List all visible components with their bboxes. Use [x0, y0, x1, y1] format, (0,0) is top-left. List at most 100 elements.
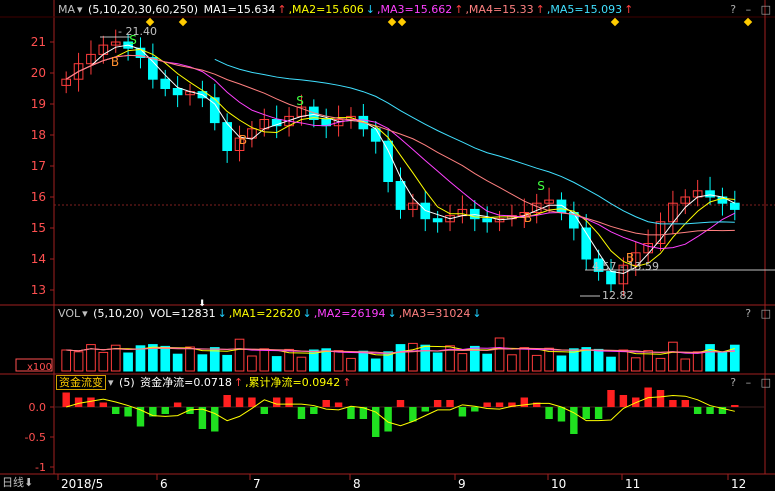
range-label: 4.57 - 13.59: [592, 260, 659, 273]
event-diamond: [178, 17, 188, 27]
flow-bar: [124, 407, 132, 417]
flow-bar: [211, 407, 219, 432]
candle-body: [469, 208, 480, 220]
volume-bar: [209, 347, 220, 372]
price-legend: MA ▾ (5,10,20,30,60,250) MA1=15.634 ↑ ,MA2=…: [58, 2, 637, 18]
flow-bar: [359, 407, 368, 419]
flow-bar: [285, 397, 293, 407]
volume-bar: [123, 352, 133, 372]
flow-bar: [74, 397, 83, 407]
candle-body: [271, 119, 282, 127]
volume-bar: [346, 357, 356, 372]
indicator-name[interactable]: MA: [58, 3, 76, 16]
ma-value-4: ,MA4=15.33: [465, 3, 534, 16]
volume-bar: [581, 347, 592, 372]
help-button[interactable]: ?: [730, 376, 737, 389]
y-tick-label: 20: [31, 66, 46, 80]
volume-bar: [630, 357, 641, 372]
y-tick-label: 14: [31, 252, 46, 266]
minimize-button[interactable]: –: [745, 3, 752, 16]
volume-bar: [383, 351, 393, 372]
flow-bar: [582, 407, 590, 419]
volume-bar: [370, 358, 381, 372]
candle-body: [333, 119, 344, 127]
restore-button[interactable]: □: [760, 376, 771, 389]
volume-bar: [395, 344, 406, 372]
sell-signal: S: [537, 179, 545, 193]
volume-bar: [408, 342, 418, 372]
flow-bar: [409, 407, 417, 422]
flow-bar: [731, 405, 739, 407]
volume-bar: [86, 344, 96, 372]
volume-bar: [259, 348, 270, 372]
x-tick-label: 6: [160, 477, 168, 491]
candle-body: [556, 199, 567, 214]
candle-body: [544, 199, 554, 204]
flow-bar: [62, 392, 70, 407]
arrow-down-icon: ↓: [365, 3, 375, 16]
flow-bar: [161, 407, 169, 414]
y-tick-label: 0.0: [29, 401, 47, 414]
low-label: 12.82: [602, 289, 634, 302]
volume-bar: [494, 337, 505, 372]
candle-body: [135, 47, 146, 59]
x-tick-label: 9: [458, 477, 466, 491]
vol-value-4: ,MA3=31024: [398, 307, 471, 320]
flow-bar: [619, 395, 628, 407]
flow-legend: 资金流变 ▾ (5) 资金净流=0.0718 ↑ ,累计净流=0.0942 ↑: [56, 375, 355, 391]
candle-body: [73, 63, 84, 80]
sell-signal: S: [296, 94, 304, 108]
restore-button[interactable]: □: [760, 3, 771, 16]
chevron-down-icon[interactable]: ▾: [108, 376, 114, 389]
volume-bar: [445, 345, 455, 372]
flow-value-1: 资金净流=0.0718: [140, 376, 232, 389]
buy-signal: B: [239, 133, 247, 147]
vol-indicator-name[interactable]: VOL: [58, 307, 81, 320]
ma-values: MA1=15.634 ↑ ,MA2=15.606 ↓ ,MA3=15.662 ↑ ,MA4=…: [204, 3, 636, 16]
flow-bar: [594, 407, 603, 419]
restore-button[interactable]: □: [760, 307, 771, 320]
ma-line-2: [65, 48, 735, 267]
flow-indicator-name[interactable]: 资金流变: [56, 375, 106, 390]
ma-line-4: [65, 54, 735, 236]
volume-bar: [222, 354, 232, 372]
volume-bar: [73, 351, 84, 372]
arrow-down-icon: ↓: [387, 307, 397, 320]
volume-bar: [531, 354, 542, 372]
flow-bar: [173, 402, 182, 407]
minimize-button[interactable]: –: [745, 376, 752, 389]
flow-bar: [508, 402, 516, 407]
candle-body: [247, 128, 257, 139]
arrow-down-icon: ⬇: [24, 476, 34, 489]
period-selector[interactable]: 日线⬇: [2, 475, 33, 491]
volume-bar: [717, 351, 728, 372]
volume-bar: [296, 356, 307, 372]
flow-bar: [607, 390, 615, 407]
help-button[interactable]: ?: [745, 307, 752, 320]
arrow-down-icon: ↓: [472, 307, 482, 320]
chevron-down-icon[interactable]: ▾: [77, 3, 83, 16]
flow-bar: [372, 407, 380, 437]
flow-bar: [520, 397, 529, 407]
y-tick-label: 19: [31, 97, 46, 111]
vol-ma-line-3: [66, 347, 735, 354]
flow-bar: [99, 402, 108, 407]
flow-bar: [112, 407, 120, 414]
flow-bar: [545, 407, 553, 419]
help-button[interactable]: ?: [730, 3, 737, 16]
flow-bar: [136, 407, 145, 427]
volume-bar: [668, 341, 678, 372]
ma-value-2: ,MA2=15.606: [288, 3, 364, 16]
candle-body: [729, 202, 740, 210]
flow-bar: [693, 407, 702, 414]
arrow-up-icon: ↑: [233, 376, 244, 389]
volume-bar: [705, 344, 715, 372]
event-diamond: [397, 17, 407, 27]
flow-bar: [706, 407, 714, 414]
volume-bar: [271, 356, 282, 372]
chevron-down-icon[interactable]: ▾: [82, 307, 88, 320]
y-tick-label: 21: [31, 35, 46, 49]
candle-body: [630, 252, 641, 266]
volume-bar: [457, 353, 468, 372]
volume-bar: [729, 344, 740, 372]
